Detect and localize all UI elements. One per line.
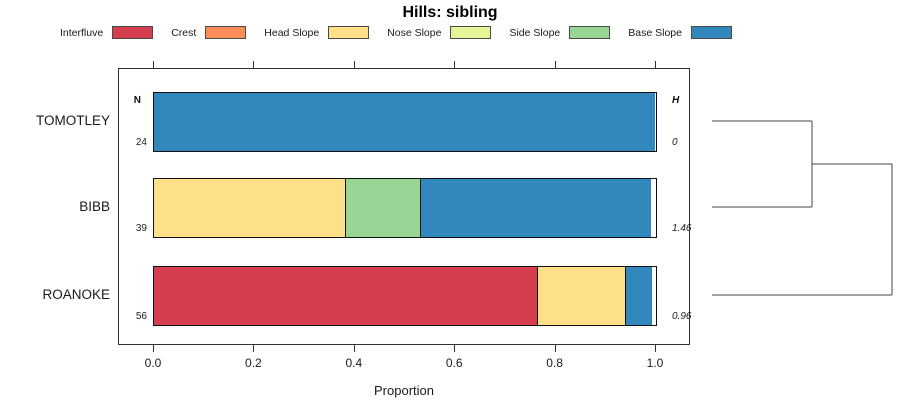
legend-item-label: Nose Slope bbox=[387, 26, 442, 39]
stacked-bar bbox=[153, 92, 657, 152]
legend-item-label: Side Slope bbox=[509, 26, 561, 39]
h-value: 0 bbox=[672, 137, 678, 148]
h-value: 0.96 bbox=[672, 311, 692, 322]
legend-item: Head Slope bbox=[264, 26, 370, 39]
axis-tick-top bbox=[655, 61, 656, 68]
bar-segment bbox=[154, 179, 346, 237]
legend-item: Crest bbox=[171, 26, 247, 39]
bar-segment bbox=[537, 267, 627, 325]
legend-item-label: Interfluve bbox=[60, 26, 104, 39]
legend-item-label: Crest bbox=[171, 26, 197, 39]
legend-swatch bbox=[205, 26, 247, 39]
bar-segment bbox=[626, 267, 652, 325]
axis-tick-top bbox=[353, 61, 355, 68]
axis-tick-label: 0.8 bbox=[546, 356, 563, 370]
legend-item: Nose Slope bbox=[387, 26, 492, 39]
bar-segment bbox=[345, 179, 422, 237]
axis-tick-bottom bbox=[353, 345, 355, 352]
axis-tick-top bbox=[253, 61, 255, 68]
legend-item: Interfluve bbox=[60, 26, 154, 39]
bar-segment bbox=[154, 267, 538, 325]
axis-tick-label: 0.4 bbox=[345, 356, 363, 370]
n-value: 39 bbox=[135, 223, 147, 234]
category-label: ROANOKE bbox=[42, 287, 110, 302]
axis-tick-label: 0.6 bbox=[445, 356, 463, 370]
h-value: 1.46 bbox=[672, 223, 692, 234]
chart-title: Hills: sibling bbox=[402, 4, 498, 21]
legend-swatch bbox=[112, 26, 154, 39]
axis-tick-label: 1.0 bbox=[646, 356, 664, 370]
legend-item-label: Head Slope bbox=[264, 26, 320, 39]
n-value: 56 bbox=[135, 311, 147, 322]
legend: Interfluve Crest Head Slope Nose Slope Side … bbox=[60, 25, 732, 40]
legend-swatch bbox=[450, 26, 492, 39]
axis-tick-bottom bbox=[153, 345, 154, 352]
bar-segment bbox=[421, 179, 652, 237]
legend-swatch bbox=[328, 26, 370, 39]
axis-tick-top bbox=[454, 61, 456, 68]
axis-tick-bottom bbox=[655, 345, 656, 352]
legend-item: Side Slope bbox=[509, 26, 611, 39]
category-label: BIBB bbox=[79, 199, 110, 214]
axis-tick-top bbox=[554, 61, 556, 68]
stacked-bar bbox=[153, 266, 657, 326]
legend-swatch bbox=[690, 26, 732, 39]
x-axis-label: Proportion bbox=[374, 383, 434, 398]
axis-tick-top bbox=[153, 61, 154, 68]
n-value: 24 bbox=[135, 137, 147, 148]
axis-tick-label: 0.2 bbox=[245, 356, 262, 370]
axis-tick-bottom bbox=[554, 345, 556, 352]
legend-swatch bbox=[569, 26, 611, 39]
h-column-header: H bbox=[672, 95, 680, 106]
n-column-header: N bbox=[133, 95, 141, 106]
axis-tick-bottom bbox=[253, 345, 255, 352]
axis-tick-label: 0.0 bbox=[144, 356, 162, 370]
legend-item: Base Slope bbox=[628, 26, 732, 39]
legend-item-label: Base Slope bbox=[628, 26, 682, 39]
category-label: TOMOTLEY bbox=[35, 113, 110, 128]
stacked-bar bbox=[153, 178, 657, 238]
axis-tick-bottom bbox=[454, 345, 456, 352]
bar-segment bbox=[154, 93, 655, 151]
